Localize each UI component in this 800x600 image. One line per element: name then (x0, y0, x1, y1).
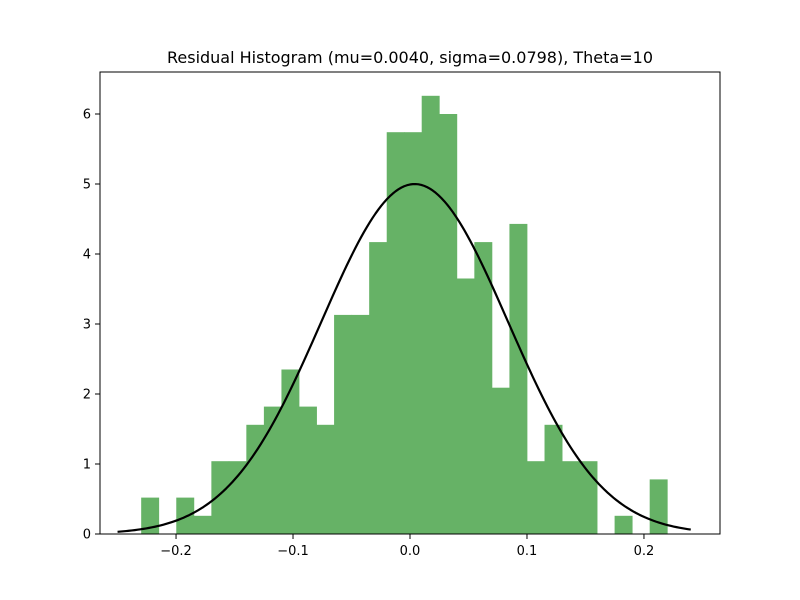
histogram-bar (228, 461, 247, 534)
histogram-bar (386, 132, 405, 534)
histogram-bar (439, 114, 458, 534)
histogram-bar (649, 479, 668, 534)
histogram-bar (281, 369, 300, 534)
histogram-bar (474, 242, 493, 534)
histogram-bar (246, 424, 265, 534)
histogram-bar (211, 461, 230, 534)
histogram-bar (316, 424, 335, 534)
y-tick-label: 6 (83, 108, 91, 123)
histogram-bar (614, 515, 633, 534)
histogram-bar (579, 461, 598, 534)
histogram-bar (526, 461, 545, 534)
y-tick-label: 1 (83, 458, 91, 473)
histogram-bar (456, 278, 475, 534)
chart-title: Residual Histogram (mu=0.0040, sigma=0.0… (167, 48, 653, 67)
histogram-bar (263, 406, 282, 534)
y-tick-label: 0 (83, 528, 91, 543)
histogram-bar (351, 314, 370, 534)
fit-curve-layer (117, 182, 691, 533)
histogram-bar (509, 223, 528, 534)
histogram-bar (334, 314, 353, 534)
x-tick-label: 0.1 (517, 544, 538, 559)
histogram-bar (491, 387, 510, 534)
histogram-bar (193, 515, 212, 534)
histogram-bars (141, 95, 668, 535)
y-axis: 0 1 2 3 4 5 6 (83, 108, 100, 543)
histogram-bar (562, 461, 580, 534)
y-tick-label: 5 (83, 178, 91, 193)
x-tick-label: 0.2 (634, 544, 655, 559)
x-axis: −0.2 −0.1 0.0 0.1 0.2 (160, 534, 654, 559)
normal-fit-curve (117, 182, 691, 533)
y-tick-label: 2 (83, 388, 91, 403)
histogram-bar (544, 424, 563, 534)
histogram-bar (421, 95, 440, 535)
y-tick-label: 4 (83, 248, 91, 263)
histogram-bar (404, 132, 423, 534)
histogram-bar (369, 242, 388, 534)
y-tick-label: 3 (83, 318, 91, 333)
x-tick-label: −0.2 (160, 544, 192, 559)
histogram-bar (298, 406, 317, 534)
x-tick-label: −0.1 (277, 544, 309, 559)
x-tick-label: 0.0 (400, 544, 421, 559)
histogram-bar (141, 497, 160, 534)
